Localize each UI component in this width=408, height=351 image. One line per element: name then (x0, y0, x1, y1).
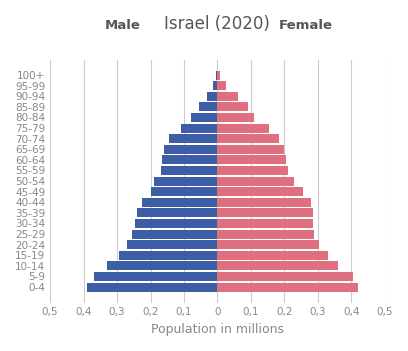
Bar (213, 81, 217, 90)
Title: Israel (2020): Israel (2020) (164, 15, 271, 33)
Bar (137, 208, 217, 217)
Bar (216, 71, 217, 80)
Bar (217, 261, 338, 270)
Bar (217, 187, 303, 196)
Bar (132, 230, 217, 239)
Bar (217, 208, 313, 217)
Bar (217, 113, 254, 122)
Bar (164, 145, 217, 154)
Bar (160, 166, 217, 175)
Bar (162, 155, 217, 164)
Bar (181, 124, 217, 133)
Bar (169, 134, 217, 143)
Bar (217, 92, 237, 101)
Bar (217, 272, 353, 281)
X-axis label: Population in millions: Population in millions (151, 323, 284, 336)
Bar (217, 134, 279, 143)
Bar (217, 124, 269, 133)
Bar (191, 113, 217, 122)
Bar (217, 219, 313, 228)
Bar (217, 102, 248, 111)
Text: Female: Female (279, 19, 333, 32)
Bar (127, 240, 217, 249)
Bar (119, 251, 217, 260)
Bar (107, 261, 217, 270)
Bar (154, 177, 217, 186)
Bar (217, 283, 358, 292)
Bar (93, 272, 217, 281)
Bar (217, 177, 295, 186)
Bar (217, 230, 315, 239)
Bar (217, 71, 220, 80)
Bar (151, 187, 217, 196)
Bar (217, 251, 328, 260)
Bar (207, 92, 217, 101)
Bar (217, 240, 319, 249)
Bar (135, 219, 217, 228)
Bar (217, 81, 226, 90)
Text: Male: Male (104, 19, 140, 32)
Bar (217, 145, 284, 154)
Bar (199, 102, 217, 111)
Bar (217, 166, 288, 175)
Bar (142, 198, 217, 207)
Bar (217, 155, 286, 164)
Bar (217, 198, 311, 207)
Bar (87, 283, 217, 292)
